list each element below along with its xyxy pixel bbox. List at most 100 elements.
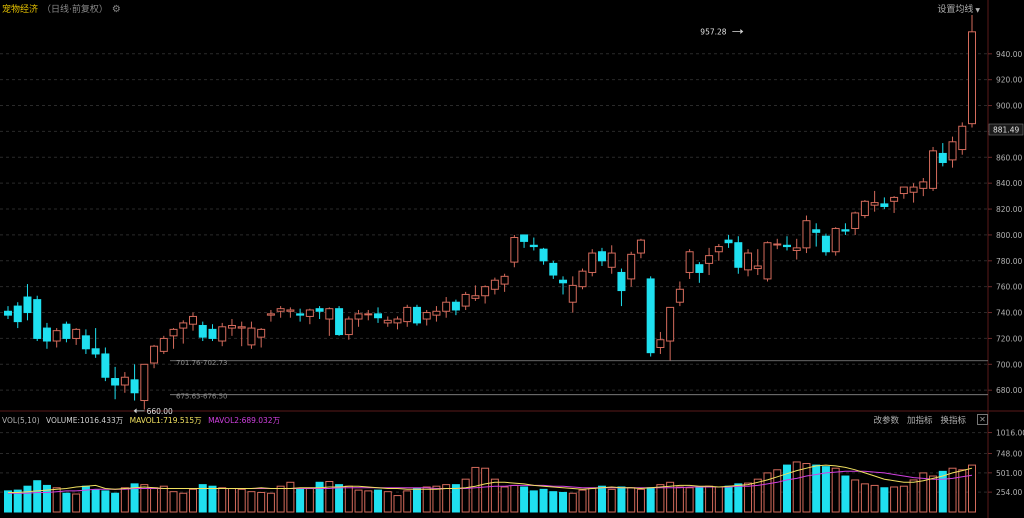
- annotation-label: 660.00: [147, 407, 173, 416]
- volume-bar: [42, 484, 51, 513]
- candle-body: [72, 328, 81, 339]
- volume-bar: [315, 481, 324, 513]
- candle-body: [890, 196, 899, 202]
- candle-body: [520, 234, 529, 242]
- volume-bar: [666, 481, 675, 513]
- candle-body: [646, 278, 655, 354]
- candle-body: [880, 203, 889, 207]
- price-tick-label: 780.00: [996, 257, 1022, 266]
- volume-bar: [734, 483, 743, 513]
- volume-bar: [500, 486, 509, 513]
- candle-body: [481, 286, 490, 297]
- price-annotations: 957.28 660.00: [133, 27, 744, 416]
- candle-body: [724, 239, 733, 244]
- candle-body: [666, 306, 675, 342]
- candle-body: [627, 253, 636, 280]
- candle-body: [539, 248, 548, 262]
- chart-subtitle: （日线·前复权）: [42, 5, 108, 15]
- ma-setting-button[interactable]: 设置均线 ▼: [937, 2, 980, 15]
- candle-body: [656, 339, 665, 348]
- candle-body: [461, 293, 470, 307]
- candle-body: [383, 319, 392, 324]
- candle-body: [208, 328, 217, 339]
- candle-body: [568, 284, 577, 303]
- volume-bar: [529, 490, 538, 513]
- candle-body: [325, 308, 334, 320]
- volume-bar: [714, 486, 723, 513]
- volume-bar: [179, 492, 188, 513]
- candle-body: [13, 305, 22, 323]
- volume-bar: [364, 490, 373, 513]
- volume-bar: [490, 478, 499, 513]
- volume-bar: [461, 478, 470, 513]
- volume-tick-label: 1016.00: [996, 429, 1024, 438]
- price-tick-label: 760.00: [996, 283, 1022, 292]
- volume-bar: [257, 491, 266, 513]
- volume-bar: [578, 489, 587, 513]
- volume-bar: [33, 480, 42, 513]
- candle-body: [549, 262, 558, 276]
- volume-bar: [4, 490, 12, 513]
- price-tick-label: 840.00: [996, 179, 1022, 188]
- candle-body: [286, 309, 295, 312]
- candle-body: [33, 299, 42, 339]
- volume-bar: [782, 464, 791, 513]
- mavol-lines: [8, 464, 973, 494]
- reference-line-label: 675.63-676.50: [176, 393, 228, 401]
- candle-body: [831, 227, 840, 253]
- candle-body: [938, 152, 947, 163]
- candle-body: [802, 220, 811, 249]
- candle-body: [374, 313, 383, 319]
- volume-bar: [675, 486, 684, 513]
- volume-value: VOLUME:1016.433万: [46, 416, 124, 425]
- candle-body: [432, 310, 441, 316]
- candle-body: [247, 327, 256, 346]
- volume-bar: [159, 485, 168, 513]
- candle-body: [442, 301, 451, 312]
- volume-bar: [724, 485, 733, 513]
- candle-body: [120, 376, 129, 386]
- switch-indicator-button[interactable]: 换指标: [940, 416, 966, 426]
- candle-body: [773, 243, 782, 246]
- candle-body: [753, 265, 762, 270]
- volume-bar: [559, 491, 568, 513]
- candle-body: [315, 308, 324, 312]
- volume-bar: [763, 472, 772, 513]
- volume-bar: [335, 484, 344, 513]
- volume-bar: [588, 488, 597, 513]
- candlestick-series: [4, 15, 976, 410]
- annotation-arrowhead: [133, 408, 137, 414]
- volume-bar: [62, 492, 71, 513]
- price-tick-label: 820.00: [996, 205, 1022, 214]
- candle-body: [948, 141, 957, 161]
- price-tick-label: 680.00: [996, 386, 1022, 395]
- volume-bar: [851, 479, 860, 513]
- volume-toolbar: 改参数 加指标 换指标: [865, 414, 990, 426]
- candle-body: [140, 363, 149, 402]
- gear-icon[interactable]: ⚙: [111, 4, 121, 15]
- volume-bar: [296, 488, 305, 513]
- volume-tick-label: 501.00: [996, 469, 1022, 478]
- volume-bar: [13, 489, 22, 513]
- volume-bar: [481, 467, 490, 513]
- candle-body: [792, 247, 801, 251]
- candle-body: [169, 328, 178, 337]
- add-indicator-button[interactable]: 加指标: [906, 416, 933, 426]
- close-icon[interactable]: ✕: [977, 414, 988, 425]
- volume-tick-label: 254.00: [996, 488, 1022, 497]
- price-tick-label: 860.00: [996, 153, 1022, 162]
- price-tick-label: 700.00: [996, 360, 1022, 369]
- candle-body: [675, 288, 684, 303]
- candle-body: [42, 327, 51, 342]
- chart-header: 宠物经济 （日线·前复权） ⚙: [2, 2, 121, 15]
- chevron-down-icon: ▼: [975, 7, 980, 14]
- volume-bar: [276, 485, 285, 513]
- candle-body: [23, 296, 32, 314]
- volume-bar: [169, 491, 178, 513]
- volume-bar: [568, 492, 577, 513]
- price-tick-label: 920.00: [996, 76, 1022, 85]
- edit-params-button[interactable]: 改参数: [873, 416, 899, 426]
- volume-bar: [422, 486, 431, 513]
- candle-body: [958, 125, 967, 151]
